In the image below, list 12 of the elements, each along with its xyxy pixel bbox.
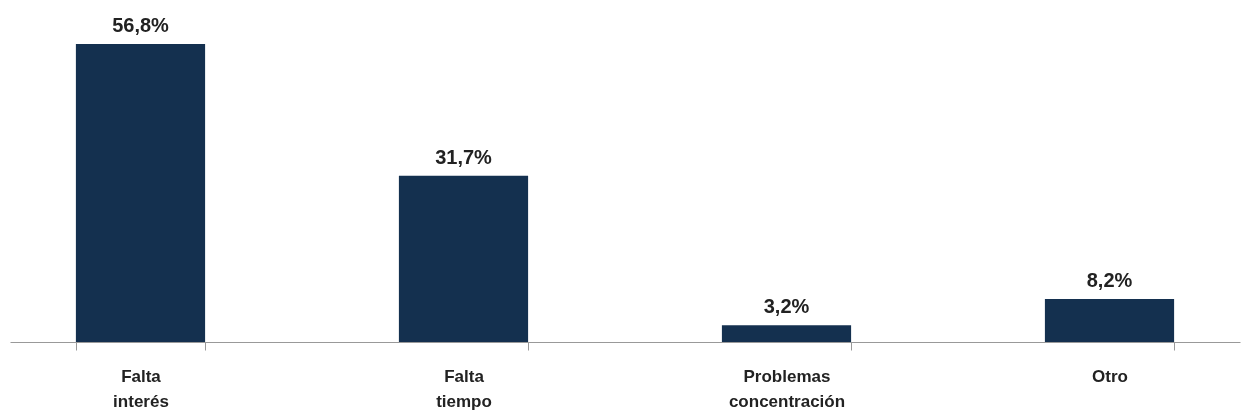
x-tick-label: Falta interés <box>113 366 169 411</box>
bar <box>1044 298 1175 342</box>
data-label: 3,2% <box>763 295 810 318</box>
data-label: 8,2% <box>1086 268 1133 291</box>
bar <box>398 175 529 342</box>
bar <box>75 44 206 342</box>
data-label: 56,8% <box>112 14 170 36</box>
bar <box>721 325 852 342</box>
x-tick-label: Otro <box>1092 366 1128 386</box>
x-tick-label: Falta tiempo <box>436 366 492 411</box>
x-tick-label: Problemas concentración <box>728 366 846 411</box>
data-label: 31,7% <box>435 145 493 168</box>
